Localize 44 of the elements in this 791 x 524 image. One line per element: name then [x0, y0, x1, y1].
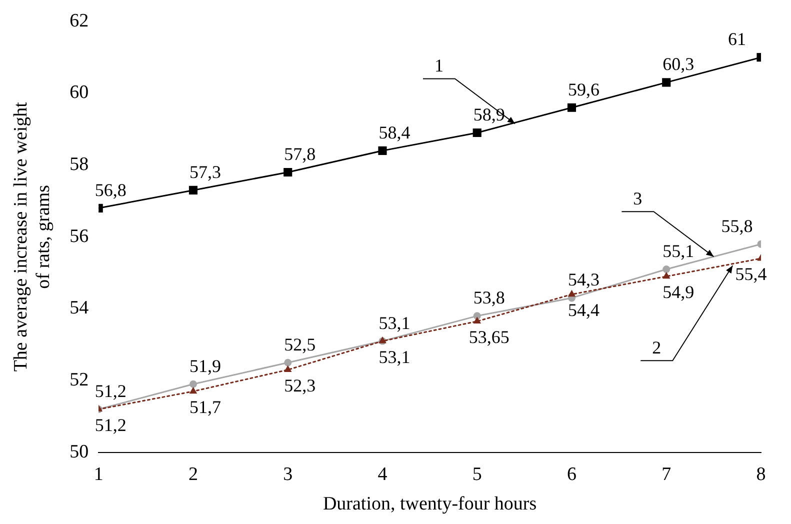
y-tick-label: 58: [70, 154, 89, 176]
x-tick-label: 4: [378, 464, 388, 485]
data-label: 57,8: [284, 144, 316, 164]
x-tick-label: 3: [283, 464, 293, 485]
data-label: 54,4: [568, 300, 600, 320]
data-label: 58,4: [378, 122, 410, 142]
data-label: 54,3: [568, 270, 600, 290]
data-label: 55,4: [735, 264, 767, 284]
x-axis-title: Duration, twenty-four hours: [322, 494, 537, 515]
data-label: 53,1: [378, 346, 410, 367]
data-label: 52,5: [284, 334, 316, 354]
data-label: 57,3: [189, 162, 221, 182]
data-label: 55,1: [662, 240, 694, 261]
data-label: 58,9: [473, 104, 505, 124]
annotation: 3: [633, 188, 642, 208]
data-label: 54,9: [662, 282, 694, 302]
data-label: 55,8: [721, 216, 753, 236]
x-tick-label: 8: [756, 464, 766, 485]
data-label: 53,8: [473, 288, 505, 308]
x-tick-label: 5: [472, 464, 482, 485]
data-label: 53,65: [468, 327, 510, 348]
y-tick-label: 56: [70, 226, 89, 247]
x-tick-label: 6: [566, 464, 576, 485]
y-axis-title: The average increase in live weight of rats, grams: [10, 101, 54, 372]
data-label: 61: [728, 29, 746, 50]
x-tick-label: 7: [662, 464, 672, 485]
data-label: 51,2: [94, 381, 126, 402]
y-tick-label: 54: [70, 298, 90, 319]
data-label: 51,2: [94, 415, 126, 436]
y-tick-label: 62: [70, 10, 89, 32]
data-label: 60,3: [662, 54, 694, 74]
annotation: 1: [434, 55, 444, 76]
annotation: 2: [652, 337, 662, 358]
x-tick-label: 2: [188, 464, 198, 485]
x-tick-label: 1: [94, 464, 104, 485]
y-tick-label: 52: [70, 370, 89, 391]
data-label: 51,7: [189, 397, 221, 418]
y-tick-label: 60: [70, 82, 89, 104]
data-label: 53,1: [378, 312, 410, 333]
data-label: 56,8: [94, 180, 126, 200]
data-label: 52,3: [284, 376, 316, 396]
data-label: 51,9: [189, 356, 221, 376]
data-label: 59,6: [568, 79, 600, 100]
y-tick-label: 50: [70, 441, 89, 462]
